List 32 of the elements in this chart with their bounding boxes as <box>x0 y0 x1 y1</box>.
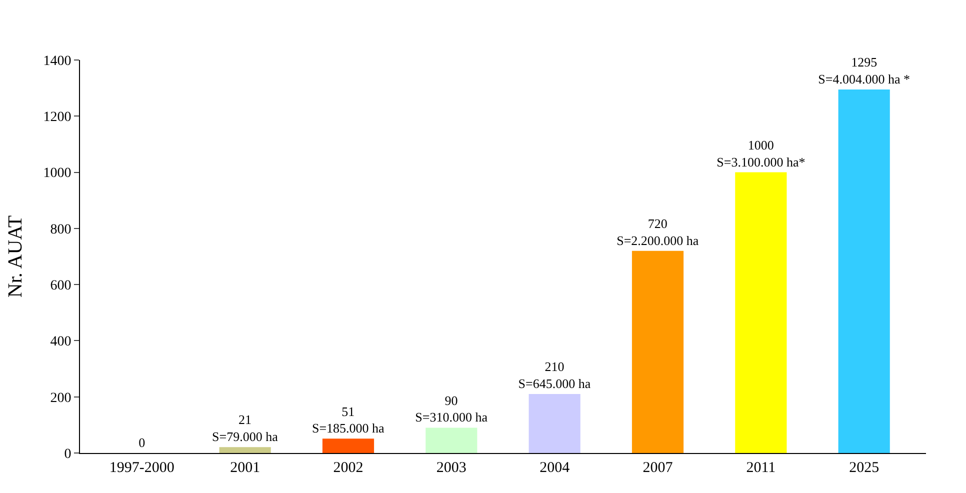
x-tick-label: 2011 <box>746 460 776 476</box>
y-tick-label: 1400 <box>43 54 72 69</box>
x-tick-label: 2003 <box>436 460 466 476</box>
data-label: 1000 S=3.100.000 ha* <box>716 137 806 170</box>
x-tick-label: 2007 <box>642 460 674 476</box>
y-tick-label: 0 <box>64 446 72 462</box>
y-tick-label: 800 <box>50 222 72 238</box>
x-tick-label: 2002 <box>333 460 364 476</box>
bar <box>838 89 890 453</box>
data-label: 1295 S=4.004.000 ha * <box>818 54 910 86</box>
y-tick-label: 1200 <box>43 110 72 126</box>
data-label: 90 S=310.000 ha <box>415 392 488 425</box>
y-tick-label: 1000 <box>43 166 72 182</box>
data-label: 720 S=2.200.000 ha <box>616 216 699 248</box>
data-label: 210 S=645.000 ha <box>518 359 591 392</box>
data-label: 0 <box>138 435 146 450</box>
bar <box>219 447 271 453</box>
y-tick-label: 600 <box>50 278 72 294</box>
x-tick-label: 2001 <box>230 460 260 476</box>
x-tick-label: 2025 <box>849 460 880 476</box>
bar <box>322 438 374 453</box>
data-label: 21 S=79.000 ha <box>212 412 278 444</box>
bar <box>735 172 787 453</box>
y-tick-label: 400 <box>50 334 72 350</box>
x-tick-label: 2004 <box>540 460 570 476</box>
y-tick-label: 200 <box>50 390 72 406</box>
bar <box>426 428 478 453</box>
y-axis-title: Nr. AUAT <box>4 215 27 298</box>
data-label: 51 S=185.000 ha <box>312 404 385 436</box>
x-tick-label: 1997-2000 <box>109 460 174 476</box>
bar <box>632 250 684 453</box>
bar <box>528 394 580 453</box>
